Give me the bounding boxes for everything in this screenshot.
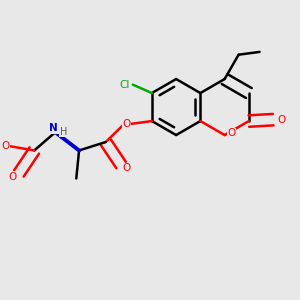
Text: Cl: Cl [120,80,130,90]
Text: H: H [60,127,67,136]
Text: O: O [8,172,17,182]
Text: O: O [122,119,131,129]
Text: O: O [123,163,131,173]
Text: O: O [1,141,10,151]
Text: N: N [49,123,58,134]
Text: O: O [227,128,236,139]
Text: O: O [277,115,285,124]
